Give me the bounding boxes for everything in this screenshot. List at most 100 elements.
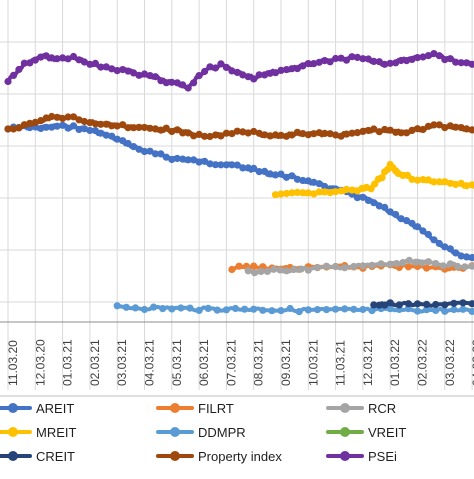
x-tick-label: 11.03.20 <box>6 340 20 386</box>
data-point <box>268 307 275 314</box>
legend-item-ddmpr: DDMPR <box>158 425 246 440</box>
data-point <box>359 262 366 269</box>
legend-label: PSEi <box>368 449 397 464</box>
series-line <box>8 125 474 258</box>
data-point <box>378 260 385 267</box>
x-tick-label: 08.03.21 <box>252 339 266 386</box>
data-point <box>245 267 252 274</box>
data-point <box>341 264 348 271</box>
legend-swatch-marker <box>8 451 18 461</box>
plot-area <box>4 50 474 317</box>
x-tick-label: 10.03.21 <box>306 339 320 386</box>
data-point <box>123 304 130 311</box>
data-point <box>368 262 375 269</box>
data-point <box>185 84 192 91</box>
data-point <box>459 299 466 306</box>
data-point <box>419 259 426 266</box>
legend-swatch-marker <box>170 427 180 437</box>
data-point <box>196 307 203 314</box>
x-tick-label: 01.03.22 <box>388 339 402 386</box>
legend-swatch-marker <box>170 451 180 461</box>
series-rcr <box>245 257 474 277</box>
data-point <box>323 306 330 313</box>
data-point <box>461 263 468 270</box>
data-point <box>296 308 303 315</box>
data-point <box>332 263 339 270</box>
x-tick-label: 01.03.21 <box>61 339 75 386</box>
data-point <box>314 306 321 313</box>
data-point <box>250 306 257 313</box>
data-point <box>469 300 474 307</box>
data-point <box>287 305 294 312</box>
data-point <box>447 260 454 267</box>
legend-label: MREIT <box>36 425 77 440</box>
data-point <box>425 258 432 265</box>
data-point <box>387 299 394 306</box>
data-point <box>241 306 248 313</box>
data-point <box>277 266 284 273</box>
data-point <box>441 308 448 315</box>
data-point <box>168 305 175 312</box>
legend-item-mreit: MREIT <box>0 425 77 440</box>
data-point <box>423 301 430 308</box>
legend-item-areit: AREIT <box>0 401 74 416</box>
data-point <box>290 266 297 273</box>
data-point <box>459 306 466 313</box>
data-point <box>425 231 432 238</box>
legend-item-filrt: FILRT <box>158 401 234 416</box>
data-point <box>305 267 312 274</box>
data-point <box>277 307 284 314</box>
data-point <box>414 300 421 307</box>
legend-swatch-marker <box>340 451 350 461</box>
gridlines <box>0 0 474 322</box>
data-point <box>4 78 11 85</box>
data-point <box>150 304 157 311</box>
data-point <box>450 300 457 307</box>
data-point <box>205 305 212 312</box>
data-point <box>236 263 243 270</box>
legend-label: FILRT <box>198 401 234 416</box>
data-point <box>387 261 394 268</box>
x-tick-label: 06.03.21 <box>197 339 211 386</box>
data-point <box>214 307 221 314</box>
series-psei <box>4 50 474 92</box>
x-tick-label: 04.03.22 <box>470 339 474 386</box>
legend-label: AREIT <box>36 401 74 416</box>
data-point <box>270 266 277 273</box>
data-point <box>450 306 457 313</box>
x-tick-label: 07.03.21 <box>224 339 238 386</box>
data-point <box>305 306 312 313</box>
data-point <box>441 301 448 308</box>
data-point <box>439 262 446 269</box>
x-tick-label: 03.03.21 <box>115 339 129 386</box>
legend-swatch-marker <box>340 427 350 437</box>
data-point <box>332 306 339 313</box>
data-point <box>314 264 321 271</box>
x-tick-label: 12.03.20 <box>33 339 47 386</box>
data-point <box>297 266 304 273</box>
data-point <box>432 260 439 267</box>
data-point <box>399 259 406 266</box>
data-point <box>223 306 230 313</box>
data-point <box>114 302 121 309</box>
data-point <box>251 269 258 276</box>
data-point <box>132 304 139 311</box>
data-point <box>393 260 400 267</box>
legend-swatch-marker <box>170 403 180 413</box>
legend-item-psei: PSEi <box>328 449 397 464</box>
data-point <box>228 266 235 273</box>
data-point <box>159 305 166 312</box>
data-point <box>412 259 419 266</box>
series-areit <box>4 122 474 262</box>
data-point <box>405 300 412 307</box>
data-point <box>186 305 193 312</box>
x-tick-label: 04.03.21 <box>143 339 157 386</box>
x-tick-label: 09.03.21 <box>279 339 293 386</box>
legend-label: CREIT <box>36 449 75 464</box>
data-point <box>259 307 266 314</box>
x-tick-label: 05.03.21 <box>170 339 184 386</box>
data-point <box>264 268 271 275</box>
